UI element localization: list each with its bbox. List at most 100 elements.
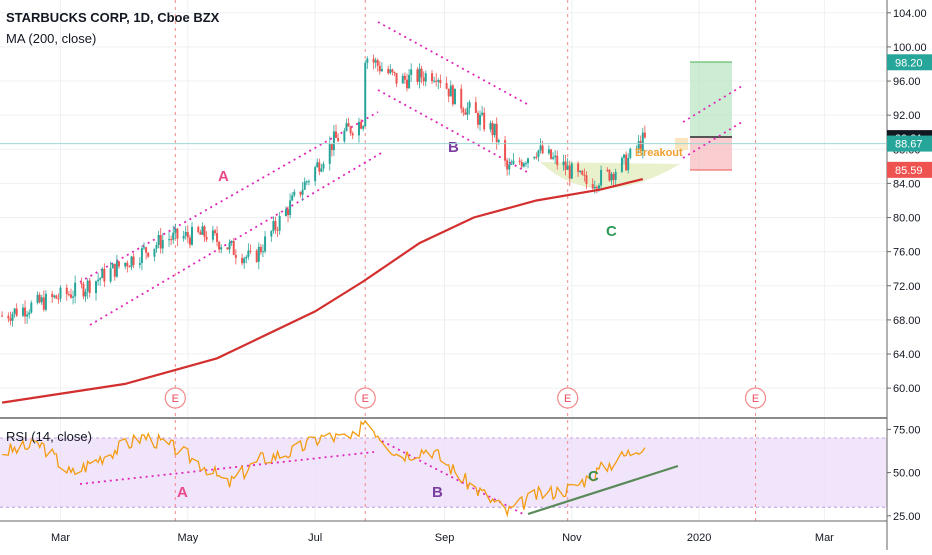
candle-body [276,229,279,231]
x-tick-label: Mar [51,532,70,544]
candle-body [36,294,39,303]
candle-body [72,296,75,298]
candle-body [418,68,421,82]
candle-body [24,307,27,317]
candle-body [643,132,646,138]
candle-body [38,294,41,303]
candle-body [128,266,131,268]
candle-body [216,233,219,242]
candle-body [218,241,221,250]
candle-body [69,294,72,298]
candle-body [495,123,498,143]
candle-body [623,154,626,158]
earnings-vertical-lines [174,0,757,521]
candle-body [147,252,150,257]
candle-body [88,280,91,294]
candle-body [95,281,98,294]
rsi-band-fill [0,438,887,508]
candle-body [232,241,235,255]
candle-body [28,312,31,315]
candle-body [510,164,513,166]
candle-body [59,287,62,299]
candle-body [610,173,613,181]
candle-body [201,226,204,235]
y-tick-label: 76.00 [893,247,921,259]
candle-body [431,73,434,82]
channel-a-lower [89,151,384,326]
candle-body [629,148,632,158]
candle-body [130,256,133,267]
rsi-tick-label: 50.00 [893,468,921,480]
candle-body [322,163,325,169]
vertical-gridlines [60,0,825,521]
candle-body [245,256,248,259]
candle-body [191,226,194,245]
candle-body [307,181,310,183]
candle-body [380,68,383,72]
candle-body [583,174,586,176]
candle-body [274,221,277,230]
candle-body [9,318,12,321]
candle-body [489,123,492,130]
y-tick-label: 80.00 [893,213,921,225]
time-axis-ticks[interactable]: Mar May Jul Sep Nov 2020 Mar [51,532,834,544]
candle-body [287,209,290,216]
earnings-label: E [752,393,759,405]
price-axis-ticks[interactable]: 104.00100.0096.0092.0088.0084.0080.0076.… [887,8,927,395]
candle-body [318,162,321,172]
candle-body [410,69,413,75]
candle-body [172,232,175,240]
candle-body [109,268,112,282]
candle-body [562,161,565,166]
price-tag-box [887,54,932,71]
earnings-circle [557,387,579,409]
price-tag-box [887,161,932,178]
candle-body [117,261,120,267]
candle-body [30,302,33,313]
candle-body [99,278,102,280]
rsi-axis-ticks[interactable]: 75.00 50.00 25.00 [887,424,921,523]
candle-body [535,156,538,158]
candle-body [345,123,348,131]
ma200-line [1,178,644,404]
candle-body [67,294,70,296]
candle-body [86,280,89,292]
rsi-indicator-label[interactable]: RSI (14, close) [6,429,92,444]
candle-body [439,80,442,84]
candle-body [625,154,628,171]
candle-body [299,191,302,195]
candle-body [493,123,496,136]
candle-body [291,195,294,201]
candle-body [226,247,229,250]
stop-zone-box [690,137,732,170]
candle-body [145,247,148,253]
candle-body [479,114,482,125]
candle-body [97,279,100,282]
candle-body [74,282,77,297]
candle-body [608,169,611,181]
candle-body [184,232,187,236]
candle-body [65,287,68,295]
candle-body [497,140,500,143]
y-tick-label: 104.00 [893,8,927,20]
candle-body [21,307,24,316]
price-tag-box [887,135,932,152]
candle-body [374,60,377,63]
ma-indicator-label[interactable]: MA (200, close) [6,31,96,46]
candle-body [272,221,275,232]
candle-body [474,102,477,113]
candle-body [337,137,340,142]
candle-body [159,234,162,249]
candle-body [101,268,104,279]
earnings-circle [744,387,767,409]
channel-b-lower [377,89,528,173]
candle-body [391,69,394,72]
breakout-label: Breakout [635,147,683,159]
candle-body [15,308,18,316]
candle-body [512,160,515,165]
y-tick-label: 100.00 [893,42,927,54]
candle-body [357,121,360,136]
candle-body [57,298,60,300]
